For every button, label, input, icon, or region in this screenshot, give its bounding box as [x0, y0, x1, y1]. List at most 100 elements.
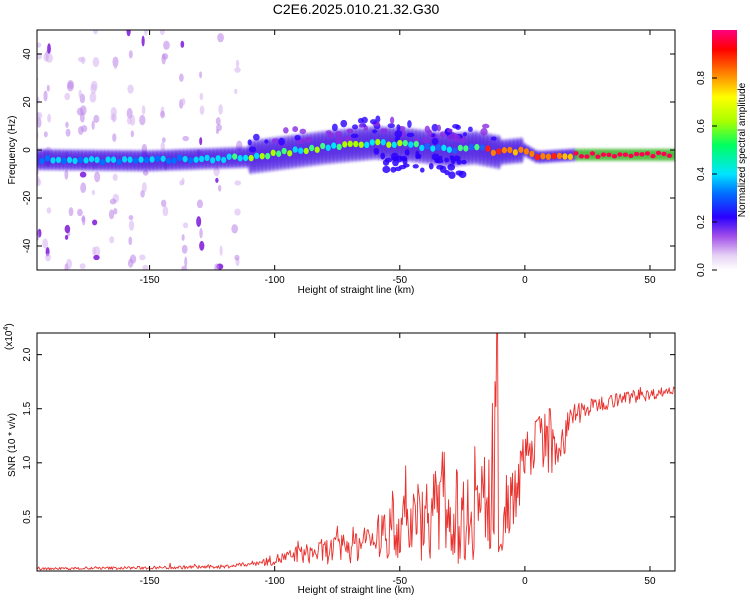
spectrogram-band-plume	[394, 129, 403, 138]
spectrogram-band-core	[595, 154, 601, 159]
spectrogram-band-core	[534, 153, 540, 161]
spectrogram-band-plume	[278, 137, 285, 146]
spectrogram-band-core	[485, 145, 491, 152]
spectrogram-x-tick-label: -100	[265, 275, 285, 286]
spectrogram-band-plume	[396, 124, 401, 131]
spectrogram-noise-blob	[214, 263, 220, 270]
spectrogram-noise-blob	[184, 256, 188, 268]
spectrogram-noise-blob	[181, 98, 186, 106]
spectrogram-band-core	[265, 152, 271, 160]
spectrogram-band-core	[127, 156, 133, 163]
colorbar-tick-label: 0.2	[696, 215, 707, 229]
spectrogram-band-core	[479, 144, 485, 151]
spectrogram-noise-blob	[92, 219, 98, 226]
spectrogram-band-core	[66, 156, 73, 164]
spectrogram-noise-blob	[64, 169, 69, 180]
spectrogram-noise-blob	[199, 92, 204, 101]
spectrogram-noise-blob	[215, 177, 219, 183]
spectrogram-band-core	[413, 140, 419, 148]
spectrogram-band-plume	[382, 165, 391, 174]
spectrogram-noise-blob	[231, 224, 239, 234]
spectrogram-band-plume	[406, 132, 415, 138]
spectrogram-noise-blob	[113, 60, 118, 70]
spectrogram-noise-blob	[139, 254, 146, 261]
spectrogram-noise-blob	[218, 104, 223, 115]
spectrogram-band-core	[551, 152, 557, 160]
spectrogram-noise-blob	[47, 43, 51, 55]
spectrogram-y-tick-label: -20	[22, 190, 33, 205]
spectrogram-band-plume	[402, 163, 410, 168]
spectrogram-band-core	[50, 157, 56, 164]
spectrogram-band	[37, 115, 675, 179]
snr-x-tick-label: -50	[393, 576, 408, 587]
spectrogram-noise-blob	[126, 116, 132, 125]
spectrogram-band-core	[199, 155, 205, 163]
spectrogram-band-plume	[346, 128, 354, 134]
spectrogram-band-plume	[384, 157, 393, 163]
spectrogram-band-core	[160, 155, 166, 162]
spectrogram-band-core	[540, 153, 546, 160]
spectrogram-band-core	[452, 147, 458, 154]
spectrogram-noise-blob	[37, 52, 43, 60]
spectrogram-noise-blob	[182, 135, 190, 142]
spectrogram-band-core	[490, 149, 496, 156]
spectrogram-noise-blob	[181, 177, 185, 185]
spectrogram-band-plume	[271, 138, 279, 144]
spectrogram-band-plume	[415, 154, 420, 160]
snr-y-scale-base: (x10	[4, 330, 15, 350]
spectrogram-noise-blob	[65, 128, 71, 137]
spectrogram-band-core	[221, 156, 227, 164]
spectrogram-noise-blob	[45, 253, 51, 262]
chart-title: C2E6.2025.010.21.32.G30	[273, 1, 440, 17]
spectrogram-band-core	[270, 149, 276, 157]
spectrogram-band-plume	[248, 146, 257, 153]
spectrogram-band-plume	[446, 128, 453, 133]
spectrogram-band-core	[633, 151, 640, 157]
spectrogram-noise-blob	[126, 108, 133, 119]
spectrogram-band-plume	[428, 162, 434, 170]
colorbar-tick-label: 0.6	[696, 119, 707, 133]
spectrogram-noise-blob	[43, 131, 48, 138]
spectrogram-noise-blob	[93, 114, 100, 123]
spectrogram-band-plume	[299, 128, 307, 135]
spectrogram-noise-blob	[234, 67, 241, 73]
spectrogram-band-core	[353, 140, 359, 148]
spectrogram-band-core	[364, 141, 370, 149]
spectrogram-band-plume	[427, 129, 432, 138]
spectrogram-band-plume	[407, 120, 412, 128]
spectrogram-noise-blob	[216, 124, 222, 132]
spectrogram-noise-blob	[64, 92, 71, 101]
spectrogram-band-plume	[358, 123, 364, 128]
spectrogram-band-core	[556, 152, 563, 160]
spectrogram-band-core	[578, 154, 585, 159]
spectrogram-band-plume	[389, 116, 395, 124]
spectrogram-noise-blob	[219, 245, 223, 256]
spectrogram-noise-blob	[142, 169, 149, 176]
spectrogram-noise-blob	[43, 90, 48, 102]
spectrogram-noise-blob	[181, 265, 188, 270]
spectrogram-band-core	[463, 145, 469, 152]
spectrogram-band-plume	[292, 126, 299, 133]
snr-y-label: SNR (10 * v/v)	[7, 413, 18, 477]
spectrogram-band-plume	[253, 133, 260, 141]
spectrogram-band-core	[375, 138, 381, 146]
spectrogram-noise-blob	[160, 141, 165, 151]
spectrogram-noise-blob	[213, 166, 220, 177]
spectrogram-band-core	[287, 150, 293, 157]
spectrogram-band-core	[600, 152, 607, 157]
spectrogram-band-core	[386, 141, 392, 148]
spectrogram-band-core	[276, 150, 282, 157]
spectrogram-band-core	[496, 148, 502, 155]
spectrogram-band-plume	[434, 158, 440, 164]
spectrogram-band-core	[143, 156, 150, 164]
spectrogram-band-core	[639, 152, 645, 157]
svg-text:(x104): (x104)	[3, 323, 15, 350]
spectrogram-band-core	[298, 147, 304, 154]
spectrogram-band-core	[204, 154, 210, 162]
spectrogram-band-plume	[394, 166, 402, 172]
spectrogram-noise-blob	[126, 30, 131, 37]
spectrogram-band-core	[545, 153, 552, 160]
spectrogram-noise-blob	[181, 244, 188, 254]
spectrogram-noise-blob	[109, 236, 115, 244]
spectrogram-noise-blob	[47, 113, 52, 123]
